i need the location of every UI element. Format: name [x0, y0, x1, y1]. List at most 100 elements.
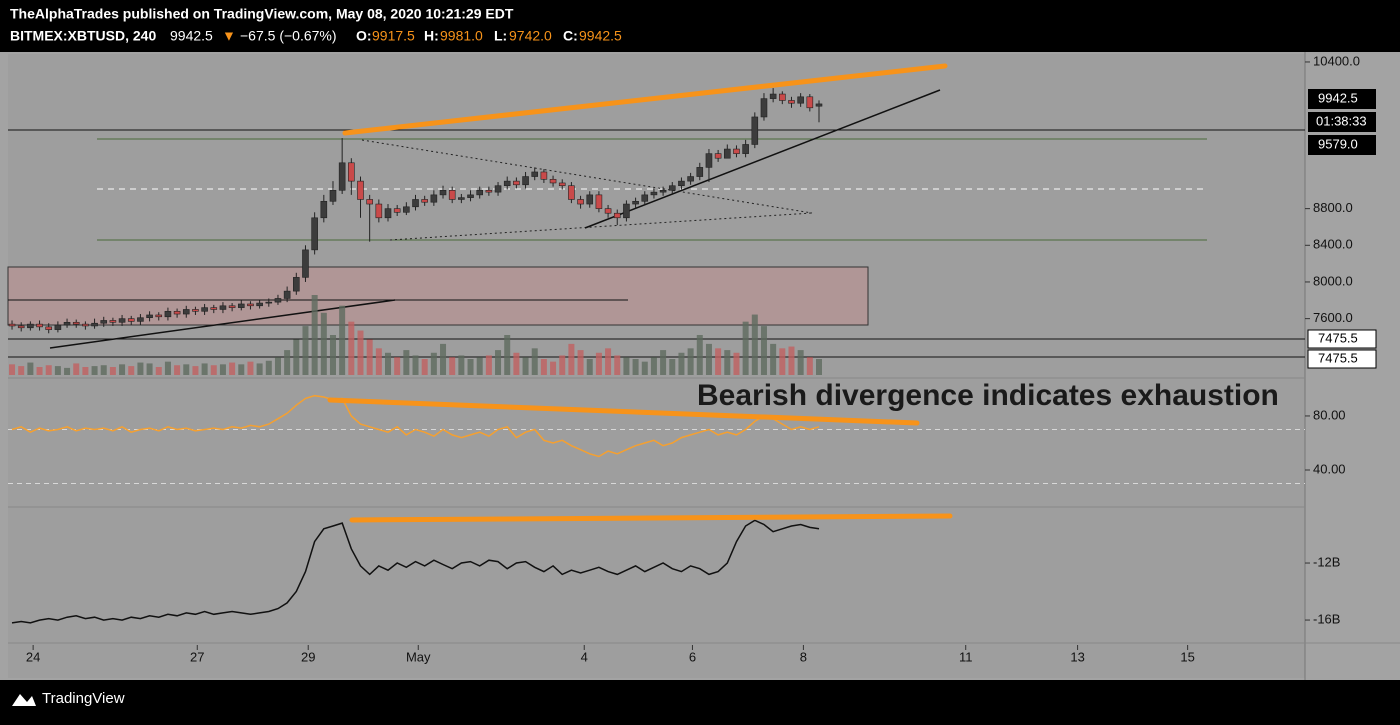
volume-bar: [779, 348, 786, 375]
volume-bar: [568, 343, 575, 375]
volume-bar: [366, 339, 373, 375]
volume-bar: [770, 343, 777, 375]
price-labels: 9942.5 01:38:33 9579.0 7475.5 7475.5: [1307, 89, 1377, 369]
y-tick-label: -16B: [1313, 611, 1340, 626]
volume-bar: [73, 363, 80, 375]
volume-bar: [705, 343, 712, 375]
candle-body: [751, 116, 759, 145]
close-label: C:: [563, 28, 578, 44]
volume-bar: [467, 359, 474, 375]
candle-body: [650, 191, 658, 196]
candle-body: [439, 189, 447, 196]
volume-bar: [449, 357, 456, 375]
volume-bar: [164, 361, 171, 375]
candle-body: [137, 317, 144, 322]
candle-body: [82, 323, 89, 327]
volume-bar: [229, 362, 236, 375]
price-label-bg: [1308, 112, 1376, 132]
volume-bar: [595, 352, 602, 375]
volume-bar: [45, 365, 52, 375]
candle-body: [219, 305, 227, 310]
candle-body: [458, 197, 465, 200]
candle-body: [678, 180, 685, 187]
volume-bar: [284, 350, 291, 375]
candle-body: [8, 323, 16, 327]
volume-bar: [696, 335, 703, 375]
volume-bar: [678, 352, 685, 375]
candle-body: [393, 208, 401, 213]
footer-bg: [0, 680, 1400, 720]
volume-bar: [430, 352, 437, 375]
candle-body: [45, 326, 53, 330]
candle-body: [91, 322, 98, 327]
volume-bar: [54, 366, 61, 375]
zone-box: [7, 266, 869, 326]
volume-bar: [256, 363, 263, 375]
volume-bar: [109, 367, 116, 375]
candle-body: [27, 323, 34, 329]
x-tick-label: 15: [1180, 649, 1194, 664]
trend-line: [584, 89, 941, 229]
volume-bar: [797, 350, 804, 375]
volume-bar: [385, 352, 392, 375]
candle-body: [641, 194, 649, 202]
candle-body: [201, 307, 208, 312]
low-label: L:: [494, 28, 507, 44]
volume-bar: [806, 357, 813, 375]
volume-bar: [36, 367, 43, 375]
candle-body: [531, 171, 539, 177]
volume-bar: [559, 355, 566, 375]
triangle-line: [389, 212, 813, 241]
candle-body: [503, 180, 511, 187]
y-tick-label: 40.00: [1313, 461, 1346, 476]
volume-bar: [669, 359, 676, 375]
high-value: 9981.0: [440, 28, 483, 44]
candle-body: [274, 298, 282, 303]
volume-bar: [210, 365, 217, 375]
candle-body: [384, 208, 392, 219]
candle-body: [815, 103, 823, 107]
candle-body: [118, 318, 126, 323]
candle-body: [412, 199, 419, 208]
candle-body: [283, 290, 291, 299]
candle-body: [522, 176, 529, 186]
volume-bar: [733, 352, 740, 375]
volume-bar: [641, 361, 648, 375]
candle-body: [779, 93, 786, 101]
volume-bar: [495, 350, 502, 375]
candle-body: [164, 310, 172, 318]
price-label-bg: [1307, 349, 1377, 369]
x-tick-label: May: [406, 649, 431, 664]
candle-body: [247, 303, 254, 307]
candle-body: [788, 100, 795, 104]
volume-bar: [815, 359, 822, 375]
candle-body: [100, 320, 108, 324]
candle-body: [613, 212, 621, 219]
volume-bar: [485, 355, 492, 375]
candle-body: [293, 277, 300, 292]
candle-body: [467, 194, 474, 198]
volume-bar: [82, 367, 89, 375]
volume-bar: [357, 330, 364, 375]
candle-body: [494, 185, 502, 193]
divergence-line: [349, 513, 953, 523]
volume-bar: [311, 295, 318, 375]
candle-body: [687, 176, 694, 182]
volume-bar: [531, 348, 538, 375]
candle-body: [329, 189, 337, 202]
volume-bar: [18, 366, 25, 375]
candle-body: [146, 314, 153, 319]
price-label: 9579.0: [1318, 136, 1358, 151]
volume-bar: [660, 350, 667, 375]
volume-bar: [403, 350, 410, 375]
volume-bar: [394, 357, 401, 375]
volume-bar: [274, 357, 281, 375]
candle-body: [760, 98, 768, 118]
candle-body: [127, 318, 135, 322]
volume-bar: [9, 364, 16, 375]
brand: TradingView: [12, 690, 125, 707]
volume-bar: [119, 364, 126, 375]
candle-body: [714, 153, 722, 159]
volume-bar: [137, 362, 144, 375]
